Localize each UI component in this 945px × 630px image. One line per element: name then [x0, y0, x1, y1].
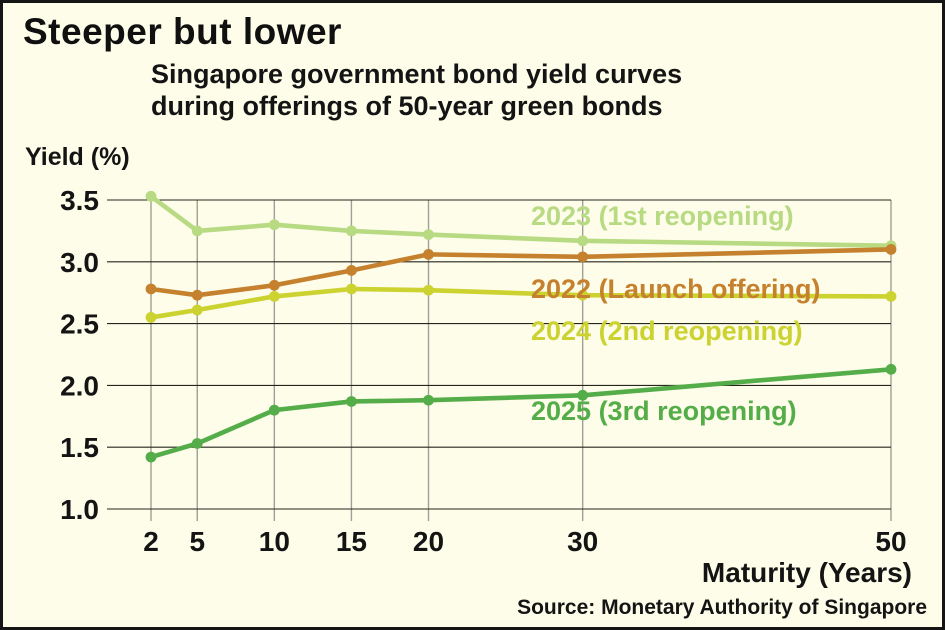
y-tick-label: 3.0	[60, 247, 99, 278]
series-label-2024-2nd-reopening: 2024 (2nd reopening)	[531, 316, 803, 346]
subtitle-line-2: during offerings of 50-year green bonds	[151, 90, 663, 121]
data-point-2024-5y	[191, 304, 203, 316]
data-point-2023-2y	[145, 190, 157, 202]
data-point-2023-20y	[423, 229, 434, 241]
data-point-2025-2y	[145, 451, 157, 463]
data-point-2024-50y	[885, 291, 897, 302]
data-point-2025-5y	[191, 438, 203, 449]
data-point-2025-50y	[885, 363, 897, 375]
y-axis-label: Yield (%)	[25, 143, 130, 171]
plot-area: 2 5 10 15 20 30 50 1.0 1.5 2.0 2.5 3.0 3.5	[60, 185, 907, 557]
series-label-2023-1st-reopening: 2023 (1st reopening)	[531, 201, 794, 231]
data-point-2022-30y	[577, 251, 589, 263]
y-tick-label: 2.0	[60, 370, 99, 401]
x-axis-label: Maturity (Years)	[701, 557, 912, 588]
data-point-2024-20y	[423, 284, 434, 296]
data-point-2025-20y	[423, 394, 434, 406]
x-tick-label: 50	[875, 526, 906, 557]
y-tick-label: 1.0	[60, 494, 99, 525]
data-point-2023-5y	[191, 225, 203, 237]
series-label-2025-3rd-reopening: 2025 (3rd reopening)	[531, 396, 797, 426]
data-point-2022-50y	[885, 244, 897, 255]
x-tick-label: 30	[567, 526, 598, 557]
data-point-2022-10y	[268, 279, 280, 291]
source-credit: Source: Monetary Authority of Singapore	[517, 596, 927, 619]
series-label-2022-launch-offering: 2022 (Launch offering)	[531, 274, 821, 304]
data-point-2022-20y	[423, 248, 434, 260]
data-point-2023-30y	[577, 235, 589, 247]
data-point-2022-2y	[145, 283, 157, 295]
y-tick-label: 1.5	[60, 432, 99, 463]
data-point-2025-30y	[577, 389, 589, 401]
chart-title: Steeper but lower	[23, 11, 342, 52]
data-point-2022-15y	[346, 265, 357, 276]
x-tick-label: 20	[413, 526, 444, 557]
data-point-2025-15y	[346, 396, 357, 407]
data-point-2025-10y	[268, 404, 280, 416]
data-point-2023-15y	[346, 225, 357, 237]
x-tick-label: 10	[259, 526, 290, 557]
x-tick-label: 15	[336, 526, 367, 557]
data-point-2024-10y	[268, 291, 280, 302]
x-tick-label: 2	[143, 526, 159, 557]
y-tick-label: 2.5	[60, 309, 99, 340]
data-point-2024-30y	[577, 289, 589, 301]
y-tick-label: 3.5	[60, 185, 99, 216]
data-point-2024-2y	[145, 312, 157, 323]
data-point-2024-15y	[346, 283, 357, 295]
x-tick-label: 5	[189, 526, 205, 557]
subtitle-line-1: Singapore government bond yield curves	[151, 59, 683, 89]
data-point-2023-10y	[268, 219, 280, 231]
data-point-2022-5y	[191, 289, 203, 301]
chart-subtitle: Singapore government bond yield curves d…	[151, 59, 682, 123]
